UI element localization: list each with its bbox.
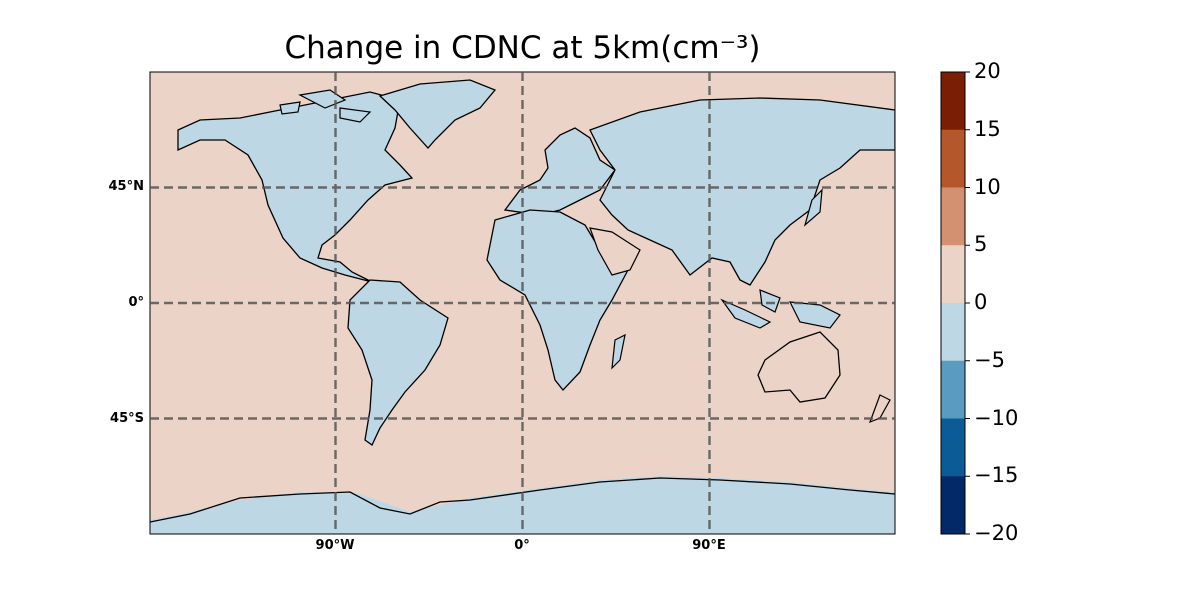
colorbar-segment [941,245,965,304]
colorbar-tick-label: 0 [974,290,988,314]
colorbar-tick-label: −5 [974,347,1005,372]
arctic-islands [279,89,372,123]
colorbar-tick-label: 5 [974,232,988,257]
colorbar-segment [941,303,965,362]
japan [803,188,823,227]
colorbar-segment [941,72,965,131]
asia [589,97,895,286]
south-america [347,279,449,446]
map-title: Change in CDNC at 5km(cm⁻³) [284,30,761,66]
arabia [589,227,641,276]
colorbar-segment [941,476,965,535]
australia [757,331,841,403]
colorbar-tick-label: −20 [974,521,1019,545]
gridlines [150,72,895,534]
lon-label-90w: 90°W [315,538,355,553]
colorbar-tick-label: 20 [974,59,1001,83]
madagascar [611,333,626,370]
colorbar-segment [941,418,965,477]
lat-label-45s: 45°S [110,411,144,426]
lat-label-0: 0° [128,295,144,310]
lat-label-45n: 45°N [108,179,144,194]
greenland [378,79,497,149]
antarctica-coast [150,477,895,523]
colorbar-segment [941,187,965,246]
colorbar-tick-label: −10 [974,405,1019,430]
colorbar-tick-label: 10 [974,174,1001,199]
colorbar-segment [941,360,965,419]
colorbar [940,71,970,535]
europe [503,127,616,216]
colorbar-tick-label: −15 [974,463,1019,488]
maritime-continent [720,289,841,329]
lon-label-90e: 90°E [692,538,726,553]
lon-label-0: 0° [514,538,530,553]
colorbar-segment [941,129,965,188]
antarctica-region [150,476,895,534]
colorbar-tick-label: 15 [974,116,1001,141]
